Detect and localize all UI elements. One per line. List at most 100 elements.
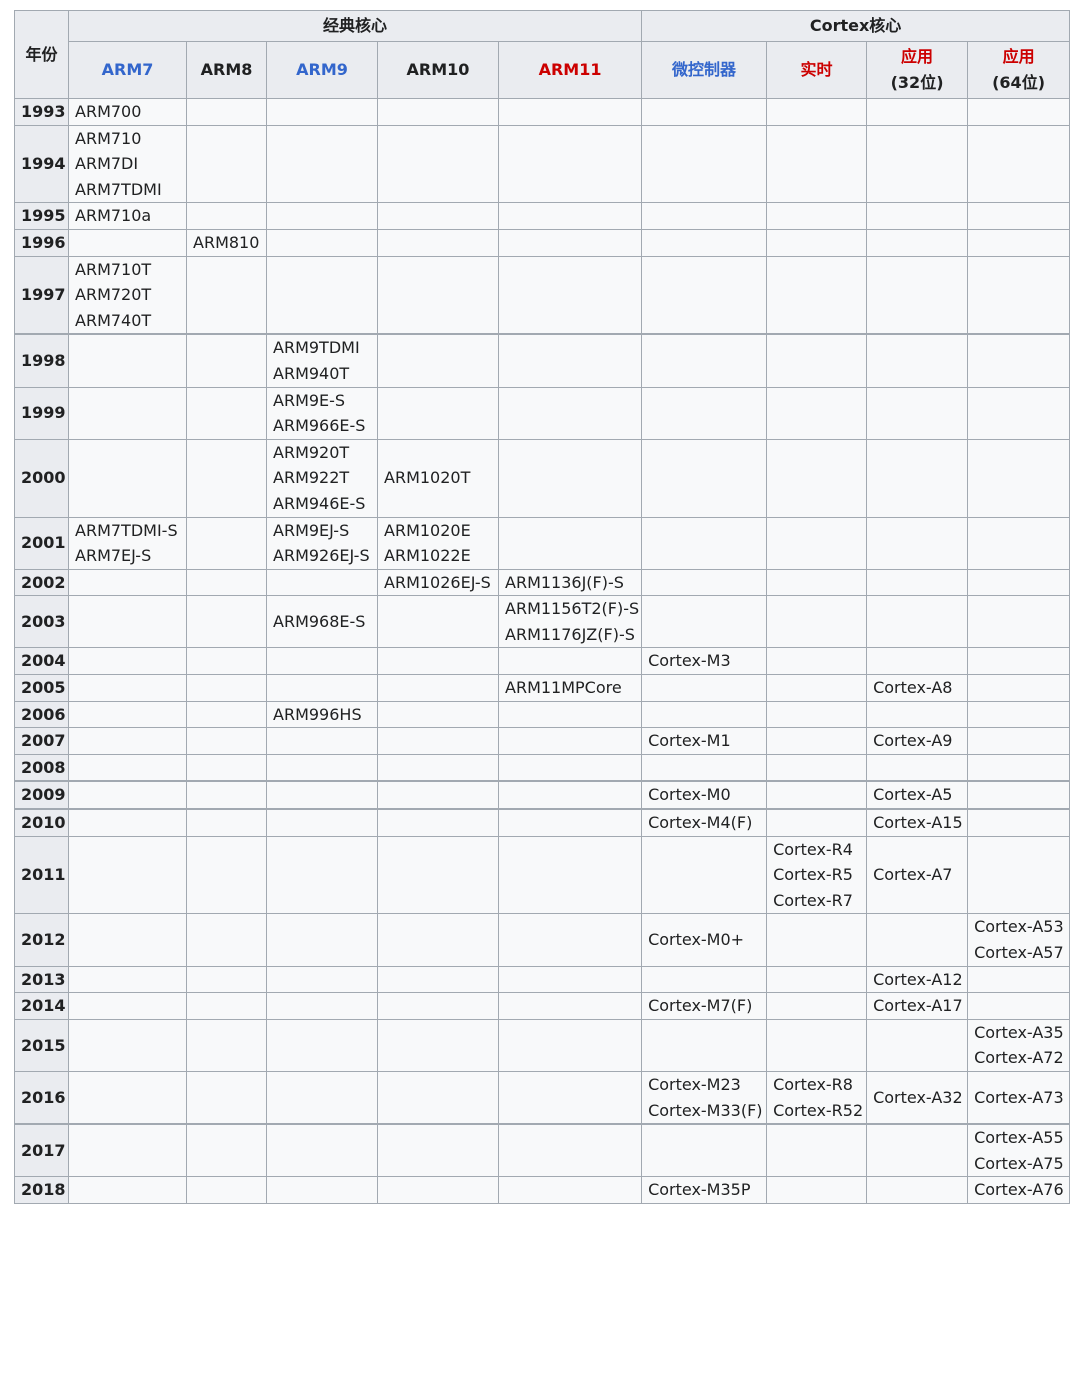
table-row: 2003 ARM968E-S ARM1156T2(F)-S ARM1176JZ(F… — [14, 595, 1071, 649]
core-cell-app64: Cortex-A76 — [967, 1176, 1071, 1204]
year-cell: 2006 — [14, 700, 69, 729]
year-cell: 2016 — [14, 1070, 69, 1125]
core-cell-app64 — [967, 228, 1071, 257]
core-name: ARM720T — [75, 285, 152, 305]
core-name: Cortex-A32 — [873, 1087, 963, 1107]
core-name: Cortex-M23 — [648, 1074, 741, 1094]
column-header-arm7[interactable]: ARM7 — [68, 41, 187, 99]
column-header-arm10: ARM10 — [377, 41, 499, 99]
core-cell-arm8 — [186, 595, 267, 649]
core-cell-app32 — [866, 568, 969, 597]
table-row: 2012 Cortex-M0+ Cortex-A53 Cortex-A57 — [14, 913, 1071, 967]
core-name: ARM7TDMI-S — [75, 520, 178, 540]
core-cell-app64 — [967, 595, 1071, 649]
core-cell-arm11 — [497, 913, 643, 967]
column-header-arm11[interactable]: ARM11 — [497, 41, 643, 99]
core-cell-arm10 — [377, 124, 499, 204]
core-cell-arm7 — [68, 1070, 187, 1125]
core-cell-arm7 — [68, 753, 187, 782]
core-cell-app32: Cortex-A17 — [866, 992, 969, 1020]
core-name: Cortex-M0+ — [648, 930, 745, 950]
core-name: ARM740T — [75, 310, 152, 330]
core-cell-rt — [766, 913, 868, 967]
core-cell-arm11 — [497, 753, 643, 782]
table-row: 1994 ARM710 ARM7DI ARM7TDMI — [14, 124, 1071, 204]
year-cell: 2001 — [14, 516, 69, 570]
core-name: Cortex-M3 — [648, 651, 731, 671]
core-cell-rt — [766, 1176, 868, 1204]
core-cell-arm9: ARM9TDMI ARM940T — [266, 333, 378, 388]
core-cell-rt — [766, 700, 868, 729]
core-cell-arm9 — [266, 1018, 378, 1072]
core-cell-rt — [766, 255, 868, 335]
core-cell-app64: Cortex-A55 Cortex-A75 — [967, 1123, 1071, 1178]
year-cell: 1998 — [14, 333, 69, 388]
core-cell-mcu — [641, 98, 768, 126]
core-cell-arm8 — [186, 98, 267, 126]
core-cell-arm10 — [377, 913, 499, 967]
core-cell-arm10: ARM1020E ARM1022E — [377, 516, 499, 570]
core-name: Cortex-A53 — [974, 917, 1064, 937]
core-cell-arm7: ARM700 — [68, 98, 187, 126]
core-cell-arm11 — [497, 228, 643, 257]
column-header-app64[interactable]: 应用 (64位) — [967, 41, 1071, 99]
table-row: 2000 ARM920T ARM922T ARM946E-S ARM1020T — [14, 438, 1071, 518]
core-cell-arm9 — [266, 753, 378, 782]
core-cell-arm7 — [68, 1176, 187, 1204]
core-cell-rt — [766, 568, 868, 597]
core-cell-rt — [766, 808, 868, 837]
core-cell-rt — [766, 780, 868, 810]
core-name: Cortex-A17 — [873, 996, 963, 1016]
core-cell-arm10: ARM1026EJ-S — [377, 568, 499, 597]
core-cell-rt — [766, 98, 868, 126]
core-name: ARM700 — [75, 102, 142, 121]
core-name: Cortex-R52 — [773, 1100, 864, 1120]
core-cell-arm10 — [377, 727, 499, 755]
core-name: ARM9E-S — [273, 390, 346, 410]
core-cell-arm7 — [68, 228, 187, 257]
core-cell-arm9 — [266, 808, 378, 837]
arm-core-timeline-table: 年份 经典核心 Cortex核心 ARM7 ARM8 ARM9 ARM10 ARM11 微… — [14, 10, 1071, 1204]
column-header-mcu[interactable]: 微控制器 — [641, 41, 768, 99]
core-name: ARM11MPCore — [505, 678, 622, 698]
core-name: Cortex-M1 — [648, 731, 731, 751]
core-cell-app32: Cortex-A32 — [866, 1070, 969, 1125]
core-name: ARM996HS — [273, 704, 362, 724]
column-header-label: 应用 — [901, 47, 934, 67]
core-name: ARM920T — [273, 442, 350, 462]
core-cell-arm9 — [266, 98, 378, 126]
core-name: ARM9EJ-S — [273, 520, 350, 540]
core-cell-arm7 — [68, 1123, 187, 1178]
core-cell-mcu — [641, 228, 768, 257]
table-row: 2015 Cortex-A35 Cortex-A72 — [14, 1018, 1071, 1072]
core-cell-app64 — [967, 516, 1071, 570]
core-cell-arm11: ARM1136J(F)-S — [497, 568, 643, 597]
column-header-rt[interactable]: 实时 — [766, 41, 868, 99]
core-cell-arm8 — [186, 333, 267, 388]
core-cell-mcu — [641, 333, 768, 388]
column-header-app32[interactable]: 应用 (32位) — [866, 41, 969, 99]
core-cell-arm7 — [68, 386, 187, 440]
core-cell-app32 — [866, 386, 969, 440]
core-cell-arm10 — [377, 808, 499, 837]
core-cell-arm10 — [377, 333, 499, 388]
core-name: ARM810 — [193, 232, 260, 252]
core-cell-arm7 — [68, 1018, 187, 1072]
year-cell: 2010 — [14, 808, 69, 837]
core-cell-app64 — [967, 98, 1071, 126]
column-header-arm9[interactable]: ARM9 — [266, 41, 378, 99]
core-cell-arm11 — [497, 516, 643, 570]
core-cell-arm10 — [377, 1070, 499, 1125]
core-cell-mcu: Cortex-M7(F) — [641, 992, 768, 1020]
core-cell-rt — [766, 992, 868, 1020]
year-cell: 2009 — [14, 780, 69, 810]
core-cell-arm9: ARM996HS — [266, 700, 378, 729]
column-header-label: 应用 — [1002, 47, 1035, 67]
core-cell-arm9 — [266, 255, 378, 335]
core-cell-arm8 — [186, 124, 267, 204]
core-cell-app32 — [866, 1176, 969, 1204]
core-name: ARM922T — [273, 468, 350, 488]
core-cell-rt — [766, 1018, 868, 1072]
core-cell-app64: Cortex-A35 Cortex-A72 — [967, 1018, 1071, 1072]
core-cell-app64: Cortex-A73 — [967, 1070, 1071, 1125]
